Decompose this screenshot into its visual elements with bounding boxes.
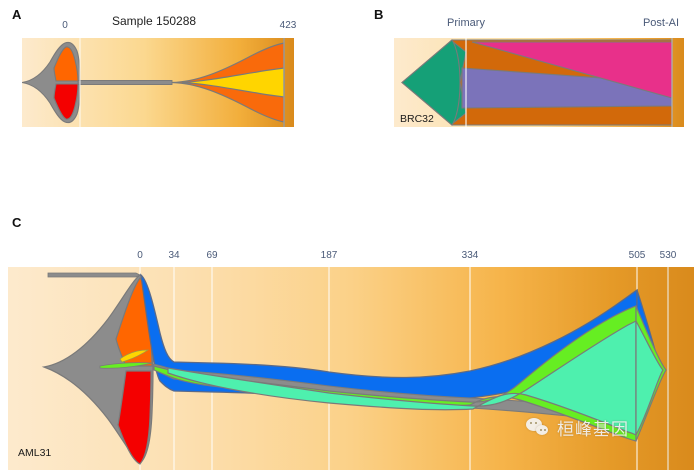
panel-a-letter: A: [12, 7, 22, 22]
clone-red-a: [53, 83, 79, 120]
panel-b-fishplot: [394, 38, 684, 127]
clone-red-c: [117, 370, 152, 465]
panel-b-sample-label: BRC32: [400, 113, 434, 125]
clone-orange-a: [53, 46, 79, 82]
panel-c-letter: C: [12, 215, 22, 230]
panel-c-tick-187: 187: [320, 250, 338, 261]
panel-c-tick-505: 505: [628, 250, 646, 261]
clone-spring-green-taper-c: [635, 320, 664, 436]
panel-c-tick-530: 530: [659, 250, 677, 261]
panel-c-fishplot: [8, 267, 694, 470]
panel-c-tick-0: 0: [137, 250, 143, 261]
panel-c-sample-label: AML31: [18, 447, 52, 459]
panel-a-fishplot: [22, 38, 294, 127]
clone-green-sliver-c: [99, 362, 154, 369]
panel-a-tick-423: 423: [279, 20, 297, 31]
panel-c-tick-69: 69: [206, 250, 218, 261]
clone-gray-stem-a: [77, 80, 173, 85]
clone-yellow-c: [119, 349, 150, 363]
panel-c-plot: [8, 267, 694, 470]
panel-c-tick-34: 34: [168, 250, 180, 261]
panel-b: B Primary Post-AI: [360, 0, 694, 150]
panel-b-letter: B: [374, 7, 384, 22]
panel-a-plot: [22, 38, 294, 127]
clone-teal-b-overlay: [401, 39, 461, 126]
panel-a-title: Sample 150288: [112, 14, 197, 28]
panel-b-tick-primary: Primary: [447, 17, 485, 29]
panel-a: A Sample 150288 0 423: [0, 0, 350, 150]
panel-a-tick-0: 0: [62, 20, 68, 31]
panel-b-tick-post-ai: Post-AI: [642, 17, 680, 29]
panel-b-plot: [394, 38, 684, 127]
panel-c-tick-334: 334: [461, 250, 479, 261]
panel-c: C 0 34 69 187 334 505 530: [0, 210, 694, 473]
clone-gray-top-rail-c: [47, 272, 141, 278]
